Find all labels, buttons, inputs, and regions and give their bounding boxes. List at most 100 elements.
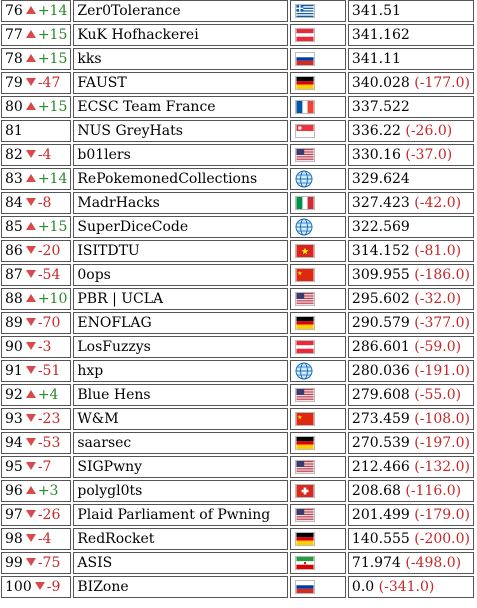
score-value: 329.624	[351, 171, 410, 187]
team-name[interactable]: RePokemonedCollections	[73, 168, 289, 190]
team-name[interactable]: Zer0Tolerance	[73, 0, 289, 22]
team-name[interactable]: NUS GreyHats	[73, 120, 289, 142]
team-name[interactable]: FAUST	[73, 72, 289, 94]
team-name[interactable]: hxp	[73, 360, 289, 382]
rank-number: 90	[5, 339, 23, 355]
team-name[interactable]: polygl0ts	[73, 480, 289, 502]
score-value: 280.036	[351, 363, 410, 379]
score-value: 71.974	[351, 555, 401, 571]
rank-change: -23	[37, 411, 61, 427]
score-value: 327.423	[351, 195, 410, 211]
rank-cell: 100 -9	[1, 576, 72, 598]
rank-number: 93	[5, 411, 23, 427]
team-name[interactable]: W&M	[73, 408, 289, 430]
country-flag-icon	[290, 528, 346, 550]
score-cell: 0.0 (-341.0)	[347, 576, 474, 598]
rank-change: -51	[37, 363, 61, 379]
rank-cell: 76 +14	[1, 0, 72, 22]
team-name[interactable]: RedRocket	[73, 528, 289, 550]
rank-cell: 93 -23	[1, 408, 72, 430]
rank-change: -26	[37, 507, 61, 523]
table-row: 92 +4 Blue Hens 279.608 (-55.0)	[1, 384, 474, 406]
rank-change: -4	[37, 147, 52, 163]
score-cell: 140.555 (-200.0)	[347, 528, 474, 550]
arrow-down-icon	[25, 366, 36, 374]
globe-icon	[290, 216, 346, 238]
country-flag-icon	[290, 432, 346, 454]
score-value: 279.608	[351, 387, 410, 403]
arrow-down-icon	[25, 198, 36, 206]
table-row: 90 -3 LosFuzzys 286.601 (-59.0)	[1, 336, 474, 358]
rank-cell: 99 -75	[1, 552, 72, 574]
team-name[interactable]: saarsec	[73, 432, 289, 454]
team-name[interactable]: PBR | UCLA	[73, 288, 289, 310]
team-name[interactable]: SuperDiceCode	[73, 216, 289, 238]
score-delta: (-32.0)	[414, 291, 462, 307]
score-cell: 330.16 (-37.0)	[347, 144, 474, 166]
rank-number: 84	[5, 195, 23, 211]
score-value: 341.51	[351, 3, 401, 19]
rank-number: 87	[5, 267, 23, 283]
rank-number: 86	[5, 243, 23, 259]
score-value: 140.555	[351, 531, 410, 547]
team-name[interactable]: kks	[73, 48, 289, 70]
arrow-up-icon	[25, 30, 36, 38]
rank-number: 91	[5, 363, 23, 379]
arrow-down-icon	[25, 246, 36, 254]
score-delta: (-186.0)	[414, 267, 470, 283]
rank-number: 99	[5, 555, 23, 571]
country-flag-icon	[290, 72, 346, 94]
team-name[interactable]: BIZone	[73, 576, 289, 598]
team-name[interactable]: ASIS	[73, 552, 289, 574]
score-delta: (-26.0)	[405, 123, 453, 139]
score-delta: (-177.0)	[414, 75, 470, 91]
country-flag-icon	[290, 288, 346, 310]
team-name[interactable]: b01lers	[73, 144, 289, 166]
country-flag-icon	[290, 120, 346, 142]
rank-change: -53	[37, 435, 61, 451]
country-flag-icon	[290, 336, 346, 358]
team-name[interactable]: ECSC Team France	[73, 96, 289, 118]
scoreboard-body: 76 +14 Zer0Tolerance 341.51 77 +15 KuK Hofhack…	[1, 0, 474, 598]
score-value: 201.499	[351, 507, 410, 523]
rank-cell: 90 -3	[1, 336, 72, 358]
score-value: 208.68	[351, 483, 401, 499]
team-name[interactable]: SIGPwny	[73, 456, 289, 478]
rank-cell: 91 -51	[1, 360, 72, 382]
score-value: 330.16	[351, 147, 401, 163]
rank-change: -70	[37, 315, 61, 331]
score-cell: 270.539 (-197.0)	[347, 432, 474, 454]
country-flag-icon	[290, 240, 346, 262]
score-delta: (-498.0)	[405, 555, 462, 571]
rank-change: -20	[37, 243, 61, 259]
team-name[interactable]: MadrHacks	[73, 192, 289, 214]
team-name[interactable]: KuK Hofhackerei	[73, 24, 289, 46]
team-name[interactable]: 0ops	[73, 264, 289, 286]
rank-number: 98	[5, 531, 23, 547]
score-cell: 329.624	[347, 168, 474, 190]
arrow-up-icon	[25, 294, 36, 302]
score-cell: 279.608 (-55.0)	[347, 384, 474, 406]
arrow-down-icon	[25, 414, 36, 422]
score-delta: (-59.0)	[414, 339, 462, 355]
score-cell: 309.955 (-186.0)	[347, 264, 474, 286]
country-flag-icon	[290, 312, 346, 334]
table-row: 77 +15 KuK Hofhackerei 341.162	[1, 24, 474, 46]
score-value: 309.955	[351, 267, 410, 283]
rank-cell: 81	[1, 120, 72, 142]
country-flag-icon	[290, 96, 346, 118]
team-name[interactable]: Blue Hens	[73, 384, 289, 406]
team-name[interactable]: ENOFLAG	[73, 312, 289, 334]
arrow-down-icon	[25, 462, 36, 470]
rank-number: 79	[5, 75, 23, 91]
team-name[interactable]: ISITDTU	[73, 240, 289, 262]
score-cell: 341.162	[347, 24, 474, 46]
team-name[interactable]: LosFuzzys	[73, 336, 289, 358]
rank-cell: 98 -4	[1, 528, 72, 550]
score-delta: (-108.0)	[414, 411, 470, 427]
team-name[interactable]: Plaid Parliament of Pwning	[73, 504, 289, 526]
score-cell: 337.522	[347, 96, 474, 118]
score-delta: (-116.0)	[405, 483, 462, 499]
rank-number: 97	[5, 507, 23, 523]
rank-cell: 89 -70	[1, 312, 72, 334]
